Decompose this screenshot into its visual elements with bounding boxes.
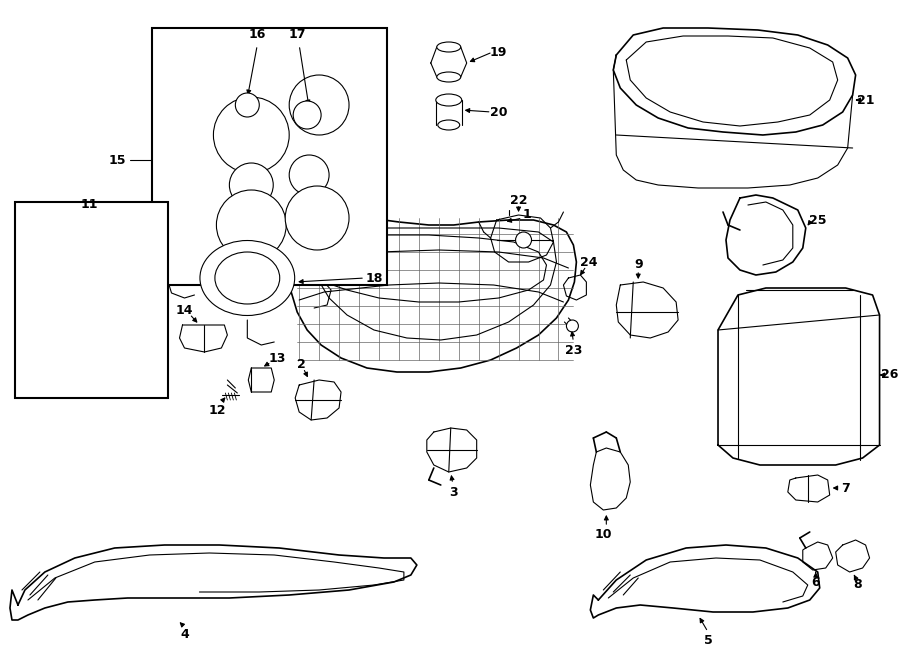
Text: 20: 20	[490, 106, 508, 118]
Text: 24: 24	[580, 256, 597, 268]
Ellipse shape	[437, 120, 460, 130]
Circle shape	[216, 190, 286, 260]
Bar	[151, 28, 387, 285]
Ellipse shape	[436, 42, 461, 52]
Circle shape	[213, 97, 289, 173]
Circle shape	[285, 186, 349, 250]
Text: 1: 1	[522, 208, 531, 221]
Text: 15: 15	[109, 153, 126, 167]
Text: 16: 16	[248, 28, 266, 42]
Text: 7: 7	[842, 481, 850, 494]
Text: 3: 3	[449, 485, 458, 498]
Text: 13: 13	[268, 352, 286, 364]
Bar	[15, 202, 167, 398]
Text: 21: 21	[857, 93, 875, 106]
Circle shape	[566, 320, 579, 332]
Text: 4: 4	[180, 629, 189, 641]
Text: 12: 12	[209, 403, 226, 416]
Circle shape	[289, 75, 349, 135]
Circle shape	[230, 163, 274, 207]
Circle shape	[235, 93, 259, 117]
Text: 10: 10	[595, 529, 612, 541]
Text: 9: 9	[634, 258, 643, 272]
Text: 2: 2	[297, 358, 305, 371]
Text: 23: 23	[564, 344, 582, 356]
Ellipse shape	[200, 241, 294, 315]
Text: 8: 8	[853, 578, 862, 592]
Circle shape	[289, 155, 329, 195]
Text: 14: 14	[176, 303, 194, 317]
Text: 26: 26	[881, 368, 898, 381]
Text: 17: 17	[288, 28, 306, 42]
Circle shape	[293, 101, 321, 129]
Text: 6: 6	[812, 576, 820, 588]
Text: 22: 22	[509, 194, 527, 206]
Ellipse shape	[215, 252, 280, 304]
Text: 5: 5	[704, 633, 713, 646]
Ellipse shape	[436, 72, 461, 82]
Text: 19: 19	[490, 46, 508, 59]
Text: 18: 18	[365, 272, 382, 284]
Ellipse shape	[436, 94, 462, 106]
Text: 25: 25	[809, 214, 826, 227]
Text: 11: 11	[81, 198, 98, 212]
Circle shape	[516, 232, 532, 248]
